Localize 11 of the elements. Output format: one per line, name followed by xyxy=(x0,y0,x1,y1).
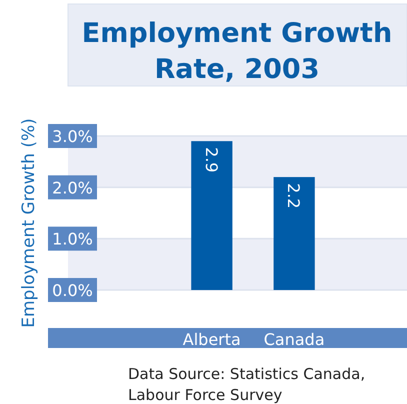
x-tick-label: Alberta xyxy=(182,330,241,349)
source-note: Data Source: Statistics Canada, Labour Force Survey xyxy=(128,365,366,404)
y-axis-title: Employment Growth (%) xyxy=(19,118,39,328)
y-tick-label: 3.0% xyxy=(52,127,93,146)
chart-title: Employment Growth Rate, 2003 xyxy=(82,18,392,85)
y-tick-label: 0.0% xyxy=(52,281,93,300)
data-label: 2.9 xyxy=(202,147,221,173)
y-tick-label: 2.0% xyxy=(52,178,93,198)
data-label: 2.2 xyxy=(284,183,304,209)
y-tick-label: 1.0% xyxy=(52,230,93,249)
x-tick-label: Canada xyxy=(264,330,325,349)
